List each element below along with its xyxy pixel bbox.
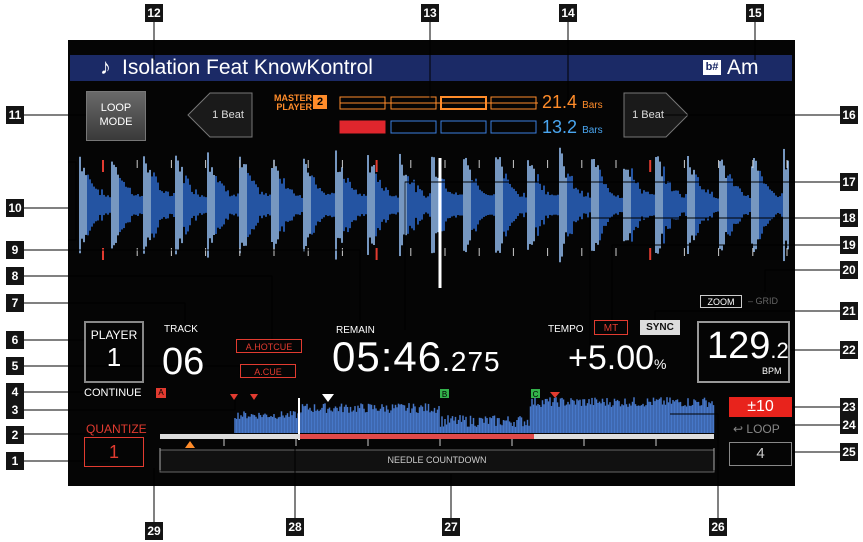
needle-countdown-label: NEEDLE COUNTDOWN: [387, 455, 487, 465]
callout-11: 11: [6, 106, 24, 124]
track-label: TRACK: [164, 324, 198, 335]
callout-1: 1: [6, 452, 24, 470]
callout-22: 22: [840, 341, 858, 359]
quantize-value: 1: [84, 437, 144, 467]
callout-8: 8: [6, 267, 24, 285]
beat-loop-value: 4: [729, 442, 792, 466]
callout-7: 7: [6, 294, 24, 312]
zoom-indicator: ZOOM: [700, 295, 742, 308]
callout-3: 3: [6, 401, 24, 419]
master-tempo-indicator: MT: [594, 320, 628, 335]
callout-26: 26: [709, 518, 727, 536]
loop-indicator: ↩ LOOP: [733, 422, 780, 436]
callout-6: 6: [6, 331, 24, 349]
callout-25: 25: [840, 443, 858, 461]
bpm-display: 129.2 BPM: [697, 321, 790, 383]
loop-icon: ↩: [733, 422, 744, 436]
callout-18: 18: [840, 209, 858, 227]
continue-label: CONTINUE: [84, 387, 142, 399]
music-note-icon: ♪: [100, 54, 111, 79]
master-bars-readout: 21.4 Bars: [542, 92, 603, 112]
callout-29: 29: [145, 522, 163, 540]
tempo-label: TEMPO: [548, 324, 584, 335]
beat-jump-right-label: 1 Beat: [632, 109, 664, 121]
track-info-bar: ♪ Isolation Feat KnowKontrol b# Am: [70, 54, 792, 81]
quantize-label: QUANTIZE: [86, 422, 147, 436]
sync-indicator: SYNC: [640, 320, 680, 335]
grid-indicator: – GRID: [748, 296, 779, 306]
time-display: 05:46.275: [332, 333, 501, 380]
master-player-number: 2: [313, 95, 327, 109]
callout-9: 9: [6, 241, 24, 259]
tempo-range-indicator: ±10: [729, 397, 792, 417]
callout-15: 15: [746, 4, 764, 22]
callout-23: 23: [840, 398, 858, 416]
loop-mode-button[interactable]: LOOP MODE: [86, 91, 146, 141]
callout-14: 14: [559, 4, 577, 22]
callout-17: 17: [840, 173, 858, 191]
key-icon: b#: [703, 60, 721, 75]
callout-20: 20: [840, 261, 858, 279]
player-number-box: PLAYER 1: [84, 321, 144, 383]
auto-hotcue-indicator: A.HOTCUE: [236, 339, 302, 353]
callout-2: 2: [6, 426, 24, 444]
callout-4: 4: [6, 383, 24, 401]
remain-label: REMAIN: [336, 325, 375, 336]
callout-12: 12: [145, 4, 163, 22]
player-display: [68, 40, 795, 486]
callout-16: 16: [840, 106, 858, 124]
callout-27: 27: [442, 518, 460, 536]
tempo-display: +5.00%: [568, 339, 667, 377]
callout-19: 19: [840, 236, 858, 254]
track-number: 06: [162, 341, 205, 383]
own-bars-readout: 13.2 Bars: [542, 117, 603, 137]
callout-13: 13: [421, 4, 439, 22]
track-key: Am: [727, 56, 759, 79]
callout-10: 10: [6, 199, 24, 217]
callout-28: 28: [286, 518, 304, 536]
callout-21: 21: [840, 302, 858, 320]
master-player-label: MASTER PLAYER: [274, 93, 312, 112]
callout-5: 5: [6, 357, 24, 375]
beat-jump-left-label: 1 Beat: [212, 109, 244, 121]
auto-cue-indicator: A.CUE: [240, 364, 296, 378]
track-title: Isolation Feat KnowKontrol: [122, 56, 373, 79]
callout-24: 24: [840, 416, 858, 434]
continue-marker: A: [156, 388, 166, 398]
